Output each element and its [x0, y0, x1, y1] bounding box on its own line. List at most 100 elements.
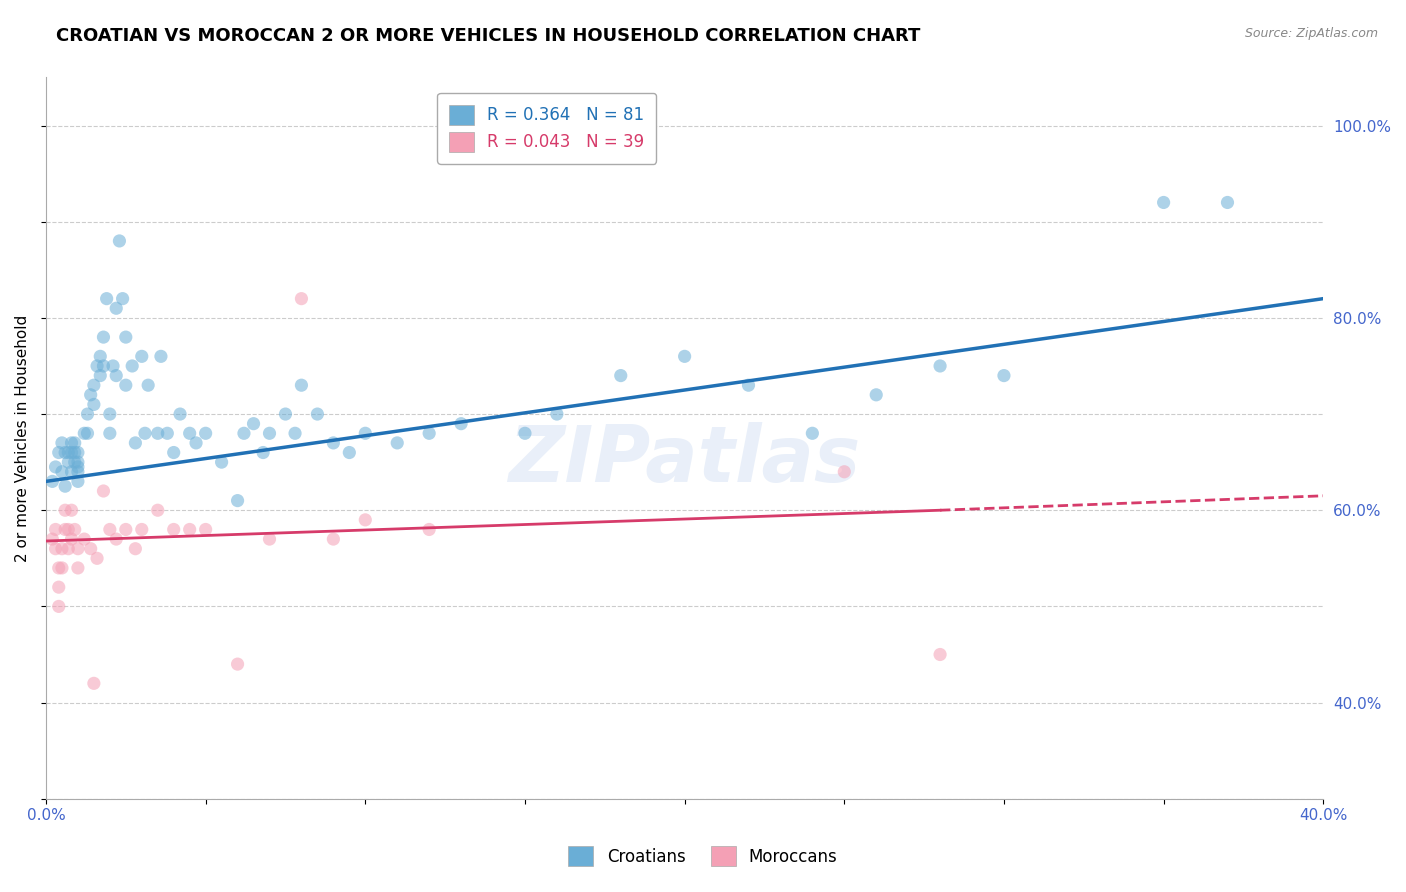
Point	[418, 523, 440, 537]
Point	[105, 368, 128, 383]
Text: ZIPatlas: ZIPatlas	[509, 422, 860, 498]
Point	[242, 417, 264, 431]
Point	[98, 426, 121, 441]
Point	[93, 483, 115, 498]
Point	[259, 426, 281, 441]
Point	[322, 532, 344, 546]
Point	[60, 436, 83, 450]
Point	[48, 445, 70, 459]
Point	[1216, 195, 1239, 210]
Point	[83, 397, 105, 411]
Point	[60, 445, 83, 459]
Point	[89, 368, 111, 383]
Y-axis label: 2 or more Vehicles in Household: 2 or more Vehicles in Household	[15, 315, 30, 562]
Point	[322, 436, 344, 450]
Point	[418, 426, 440, 441]
Point	[354, 426, 377, 441]
Point	[48, 599, 70, 614]
Point	[63, 455, 86, 469]
Point	[86, 359, 108, 373]
Point	[290, 292, 312, 306]
Point	[53, 503, 76, 517]
Point	[96, 292, 118, 306]
Point	[66, 541, 89, 556]
Point	[41, 532, 63, 546]
Point	[60, 503, 83, 517]
Point	[179, 426, 201, 441]
Point	[252, 445, 274, 459]
Point	[610, 368, 633, 383]
Point	[114, 523, 136, 537]
Point	[79, 541, 101, 556]
Point	[73, 532, 96, 546]
Point	[89, 349, 111, 363]
Point	[233, 426, 256, 441]
Point	[58, 541, 80, 556]
Point	[1153, 195, 1175, 210]
Point	[63, 445, 86, 459]
Point	[105, 301, 128, 316]
Point	[41, 475, 63, 489]
Point	[73, 426, 96, 441]
Point	[146, 503, 169, 517]
Point	[108, 234, 131, 248]
Point	[45, 541, 67, 556]
Point	[993, 368, 1015, 383]
Point	[45, 459, 67, 474]
Point	[83, 676, 105, 690]
Point	[93, 330, 115, 344]
Text: Source: ZipAtlas.com: Source: ZipAtlas.com	[1244, 27, 1378, 40]
Point	[259, 532, 281, 546]
Point	[53, 445, 76, 459]
Text: CROATIAN VS MOROCCAN 2 OR MORE VEHICLES IN HOUSEHOLD CORRELATION CHART: CROATIAN VS MOROCCAN 2 OR MORE VEHICLES …	[56, 27, 921, 45]
Point	[51, 465, 73, 479]
Point	[124, 436, 146, 450]
Point	[60, 532, 83, 546]
Point	[111, 292, 134, 306]
Point	[450, 417, 472, 431]
Point	[124, 541, 146, 556]
Point	[546, 407, 568, 421]
Point	[121, 359, 143, 373]
Point	[134, 426, 156, 441]
Legend: R = 0.364   N = 81, R = 0.043   N = 39: R = 0.364 N = 81, R = 0.043 N = 39	[437, 93, 657, 163]
Point	[105, 532, 128, 546]
Point	[865, 388, 887, 402]
Point	[53, 479, 76, 493]
Point	[337, 445, 360, 459]
Point	[45, 523, 67, 537]
Point	[832, 465, 855, 479]
Point	[274, 407, 297, 421]
Point	[179, 523, 201, 537]
Point	[194, 523, 217, 537]
Point	[163, 523, 186, 537]
Point	[284, 426, 307, 441]
Point	[58, 445, 80, 459]
Point	[146, 426, 169, 441]
Point	[513, 426, 536, 441]
Point	[226, 657, 249, 672]
Point	[63, 436, 86, 450]
Point	[184, 436, 207, 450]
Point	[98, 407, 121, 421]
Point	[226, 493, 249, 508]
Point	[929, 359, 952, 373]
Point	[66, 475, 89, 489]
Point	[290, 378, 312, 392]
Point	[163, 445, 186, 459]
Point	[101, 359, 124, 373]
Point	[98, 523, 121, 537]
Point	[114, 330, 136, 344]
Point	[58, 455, 80, 469]
Point	[66, 445, 89, 459]
Point	[83, 378, 105, 392]
Point	[131, 523, 153, 537]
Point	[801, 426, 824, 441]
Point	[114, 378, 136, 392]
Point	[48, 561, 70, 575]
Point	[149, 349, 172, 363]
Point	[737, 378, 759, 392]
Point	[211, 455, 233, 469]
Point	[307, 407, 329, 421]
Point	[156, 426, 179, 441]
